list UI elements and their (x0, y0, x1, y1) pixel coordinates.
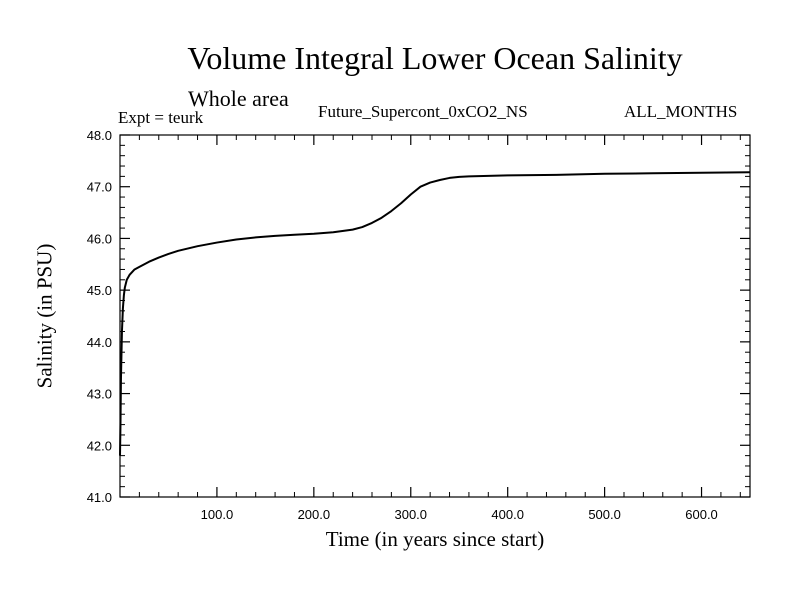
plot-frame (119, 134, 751, 498)
chart-title: Volume Integral Lower Ocean Salinity (187, 40, 683, 76)
chart-subtitle: Whole area (188, 86, 289, 111)
months-label: ALL_MONTHS (624, 102, 738, 121)
experiment-label: Expt = teurk (118, 108, 204, 127)
y-tick-label: 43.0 (87, 387, 112, 402)
x-tick-label: 600.0 (685, 507, 718, 522)
x-tick-label: 100.0 (201, 507, 234, 522)
x-tick-label: 300.0 (394, 507, 427, 522)
x-tick-label: 400.0 (491, 507, 524, 522)
y-tick-label: 42.0 (87, 438, 112, 453)
run-name-label: Future_Supercont_0xCO2_NS (318, 102, 528, 121)
y-tick-label: 47.0 (87, 180, 112, 195)
y-tick-label: 48.0 (87, 128, 112, 143)
x-tick-label: 500.0 (588, 507, 621, 522)
y-tick-label: 46.0 (87, 231, 112, 246)
x-tick-label: 200.0 (298, 507, 331, 522)
y-tick-label: 41.0 (87, 490, 112, 505)
y-tick-label: 44.0 (87, 335, 112, 350)
salinity-series-line (119, 171, 751, 456)
x-axis-label: Time (in years since start) (325, 527, 545, 551)
y-axis-label: Salinity (in PSU) (32, 243, 57, 389)
y-tick-label: 45.0 (87, 283, 112, 298)
